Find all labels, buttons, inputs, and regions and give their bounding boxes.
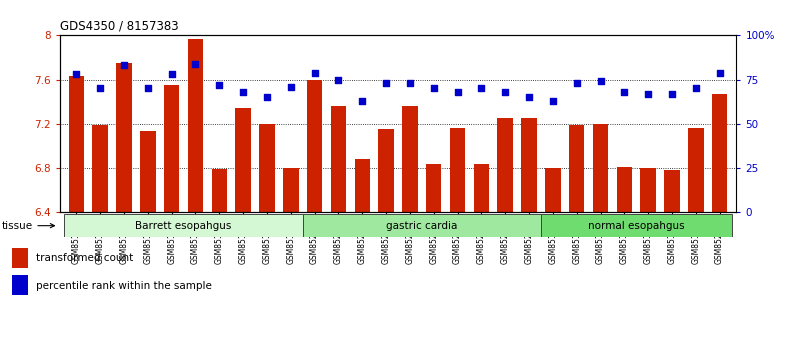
Bar [664, 170, 680, 212]
Text: gastric cardia: gastric cardia [386, 221, 458, 231]
Bar [302, 214, 541, 237]
Text: normal esopahgus: normal esopahgus [588, 221, 685, 231]
Bar [521, 118, 537, 212]
Text: Barrett esopahgus: Barrett esopahgus [135, 221, 232, 231]
Point [547, 98, 560, 104]
Text: percentile rank within the sample: percentile rank within the sample [36, 281, 212, 291]
Point [332, 77, 345, 82]
Text: tissue: tissue [2, 221, 54, 231]
Bar [140, 131, 155, 212]
Bar [354, 159, 370, 212]
Point [94, 86, 107, 91]
Text: GDS4350 / 8157383: GDS4350 / 8157383 [60, 20, 178, 33]
Bar [330, 106, 346, 212]
Point [166, 72, 178, 77]
Point [523, 95, 536, 100]
Point [451, 89, 464, 95]
Bar [236, 108, 251, 212]
Bar [402, 106, 418, 212]
Bar [92, 125, 108, 212]
Point [642, 91, 654, 97]
Bar [188, 39, 203, 212]
Point [142, 86, 154, 91]
Point [689, 86, 702, 91]
Point [475, 86, 488, 91]
Point [284, 84, 297, 90]
Bar [541, 214, 732, 237]
Bar [712, 94, 728, 212]
Bar [641, 168, 656, 212]
Bar [569, 125, 584, 212]
Point [70, 72, 83, 77]
Bar [378, 130, 394, 212]
Bar [593, 124, 608, 212]
Bar [12, 248, 28, 268]
Point [618, 89, 630, 95]
Point [356, 98, 369, 104]
Bar [688, 128, 704, 212]
Bar [426, 164, 442, 212]
Bar [307, 80, 322, 212]
Bar [212, 169, 227, 212]
Bar [283, 168, 298, 212]
Bar [498, 118, 513, 212]
Bar [450, 128, 466, 212]
Point [594, 79, 607, 84]
Point [213, 82, 226, 88]
Bar [164, 85, 179, 212]
Bar [259, 124, 275, 212]
Bar [116, 63, 132, 212]
Point [308, 70, 321, 75]
Point [427, 86, 440, 91]
Point [499, 89, 512, 95]
Point [189, 61, 202, 67]
Bar [12, 275, 28, 295]
Text: transformed count: transformed count [36, 253, 133, 263]
Bar [617, 167, 632, 212]
Point [404, 80, 416, 86]
Point [260, 95, 273, 100]
Bar [545, 168, 560, 212]
Point [118, 63, 131, 68]
Point [713, 70, 726, 75]
Point [380, 80, 392, 86]
Bar [474, 164, 489, 212]
Point [570, 80, 583, 86]
Point [236, 89, 249, 95]
Bar [64, 214, 302, 237]
Point [665, 91, 678, 97]
Bar [68, 76, 84, 212]
